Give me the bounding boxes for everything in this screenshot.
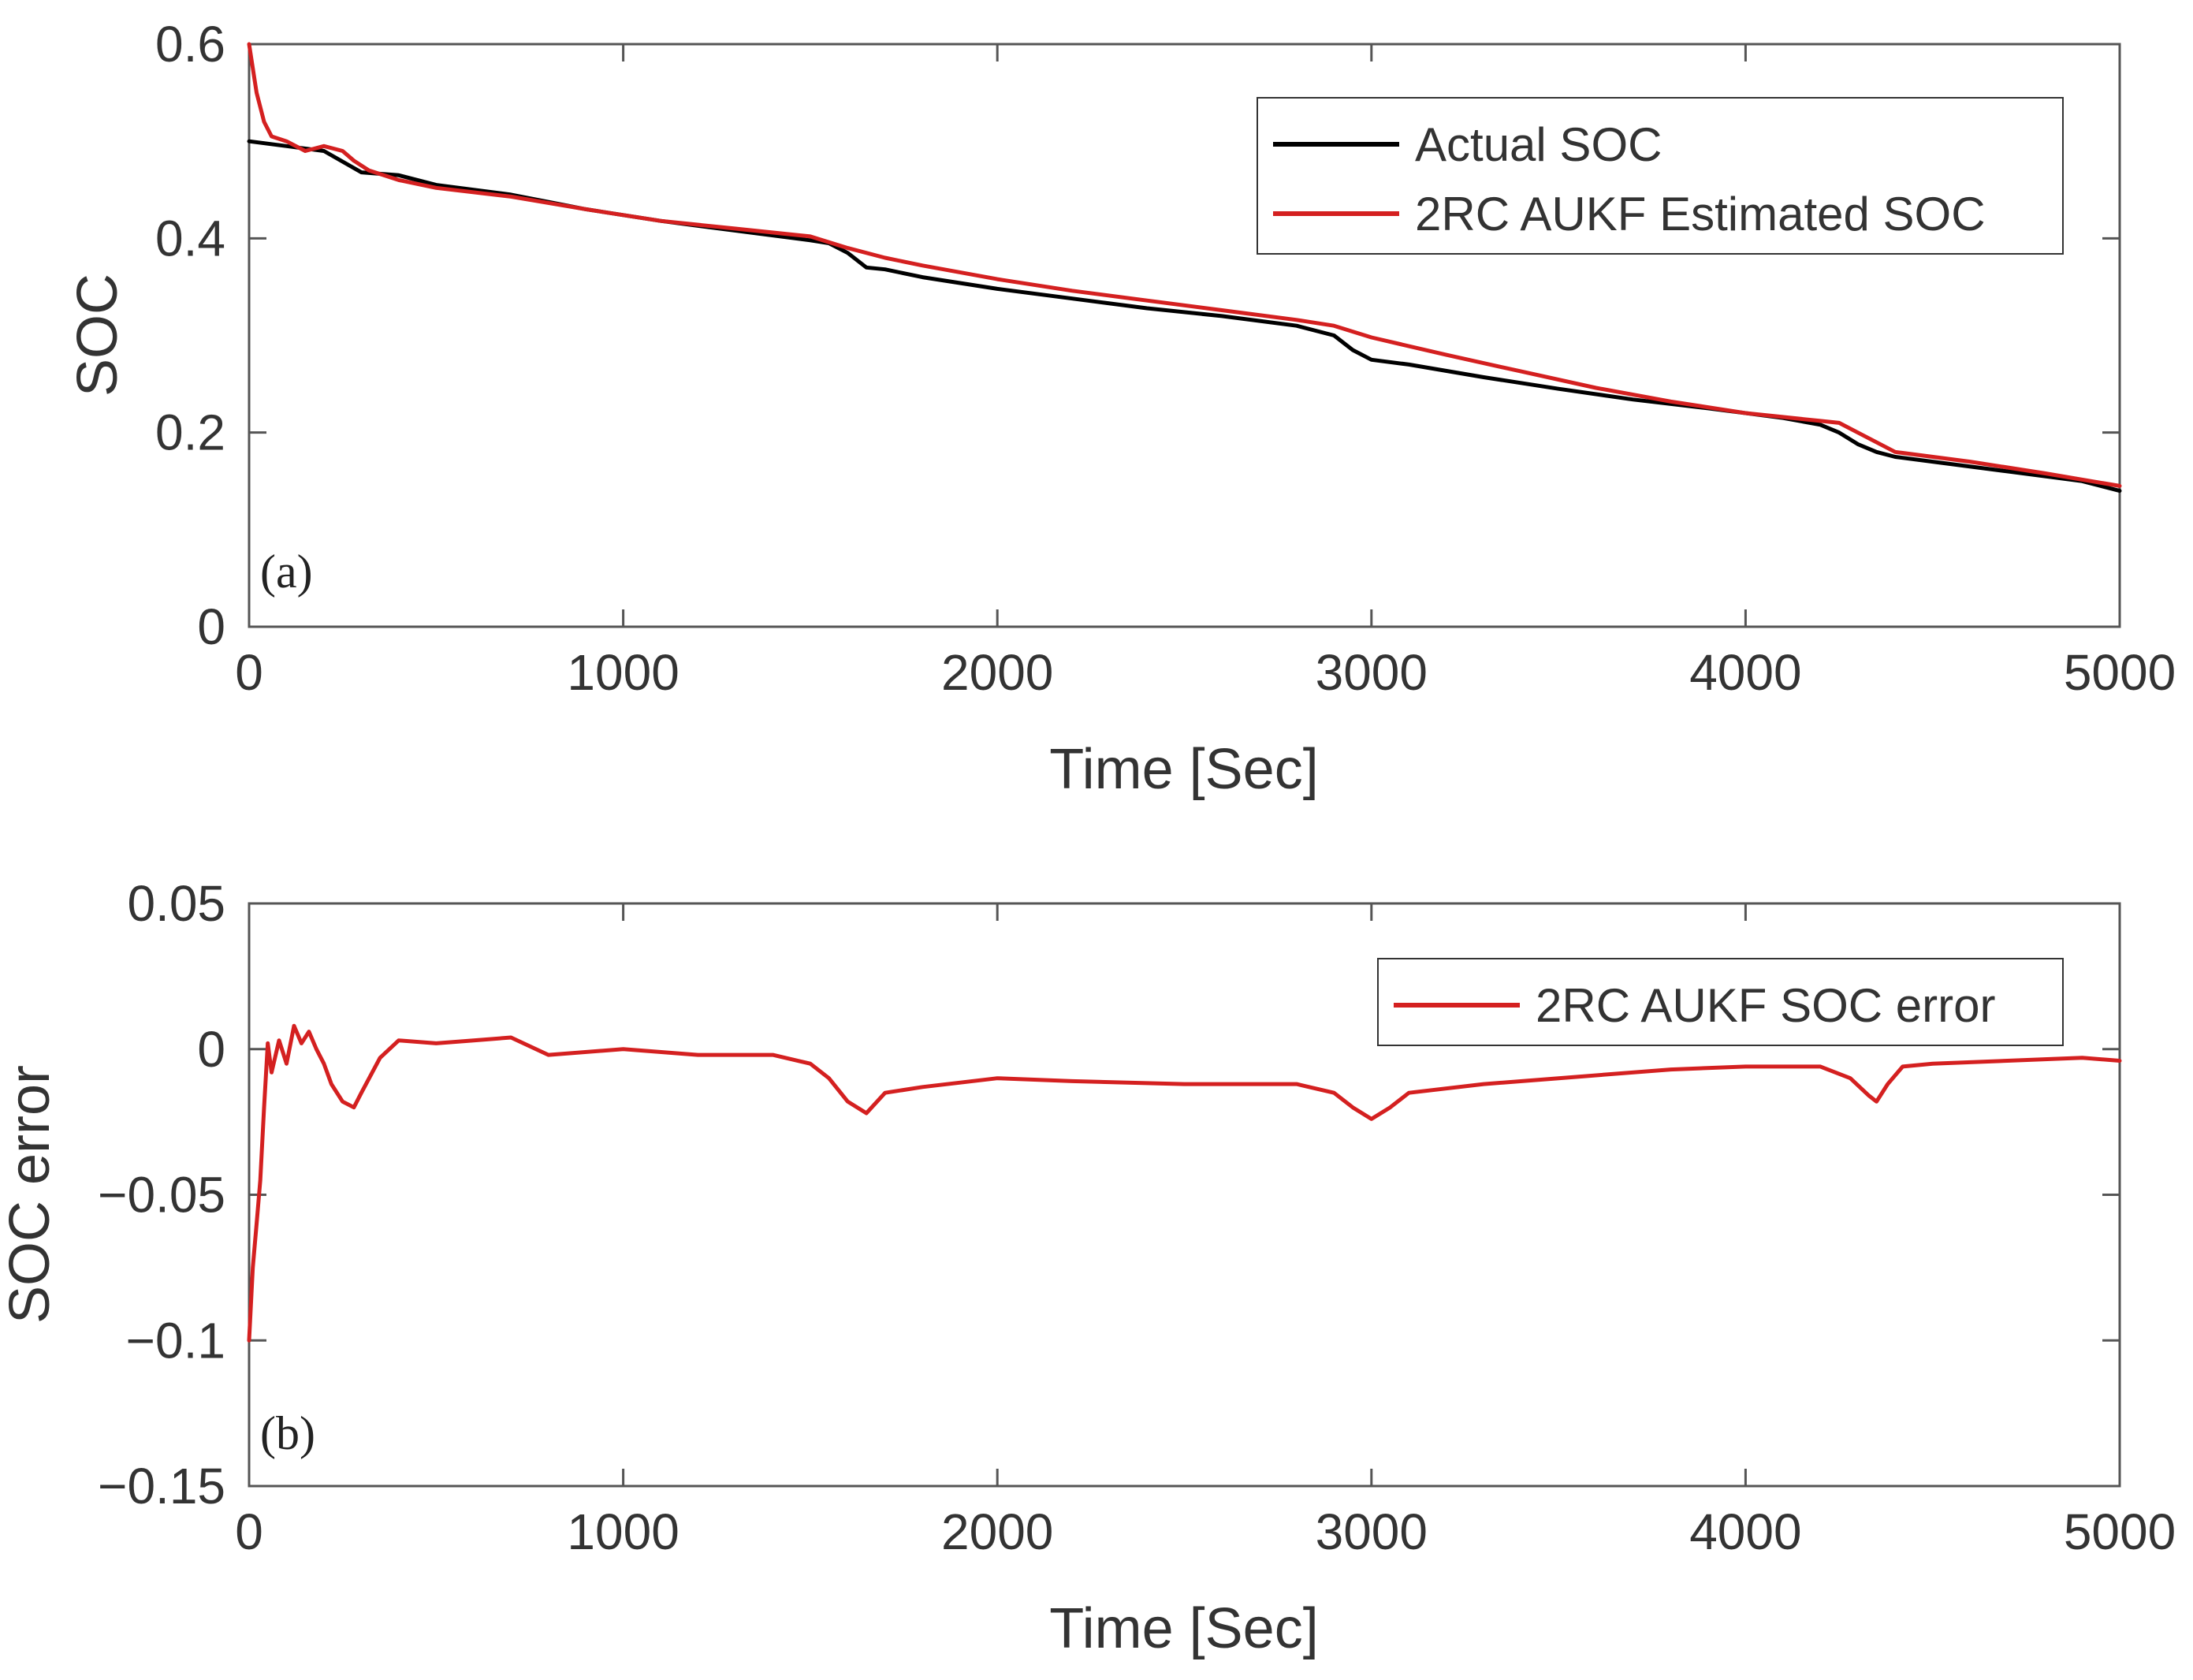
panel-label-a: (a)	[260, 546, 313, 598]
x-tick-label: 4000	[1689, 1503, 1801, 1560]
y-axis-label-a: SOC	[66, 274, 129, 397]
panel-b: 0 1000 2000 3000 4000 5000 −0.15 −0.1 −0.05 0 0.05…	[0, 875, 2176, 1660]
legend-box-b	[1377, 958, 2064, 1046]
legend-box-a	[1257, 97, 2064, 255]
y-tick-label: 0.2	[155, 404, 225, 461]
x-axis-label-b: Time [Sec]	[1049, 1597, 1318, 1660]
ticks-b: 0 1000 2000 3000 4000 5000 −0.15 −0.1 −0.05 0 0.05	[98, 875, 2176, 1560]
y-tick-label: 0	[197, 1021, 225, 1078]
x-tick-label: 1000	[567, 1503, 679, 1560]
x-tick-label: 3000	[1316, 1503, 1428, 1560]
y-tick-label: −0.1	[126, 1312, 225, 1369]
y-tick-label: −0.05	[98, 1167, 225, 1224]
x-tick-label: 0	[235, 1503, 263, 1560]
x-tick-label: 0	[235, 644, 263, 701]
x-tick-label: 1000	[567, 644, 679, 701]
series-a	[247, 42, 2122, 494]
x-tick-label: 5000	[2064, 1503, 2176, 1560]
panel-label-b: (b)	[260, 1407, 315, 1459]
y-tick-label: 0.05	[127, 875, 225, 932]
legend-a: Actual SOC 2RC AUKF Estimated SOC	[1257, 97, 2064, 255]
x-tick-label: 4000	[1689, 644, 1801, 701]
y-tick-label: 0.6	[155, 16, 225, 73]
legend-label-soc-error: 2RC AUKF SOC error	[1536, 979, 1995, 1032]
x-tick-label: 2000	[941, 1503, 1053, 1560]
x-tick-label: 5000	[2064, 644, 2176, 701]
legend-b: 2RC AUKF SOC error	[1377, 958, 2064, 1046]
y-tick-label: −0.15	[98, 1458, 225, 1514]
series-b	[247, 1023, 2122, 1343]
panel-a: 0 1000 2000 3000 4000 5000 0 0.2 0.4 0.6 Time [Se…	[66, 16, 2176, 801]
ticks-a: 0 1000 2000 3000 4000 5000 0 0.2 0.4 0.6	[155, 16, 2176, 701]
series-line-2rc-aukf-estimated-soc	[247, 42, 2122, 488]
y-tick-label: 0.4	[155, 210, 225, 266]
series-line-2rc-aukf-soc-error	[247, 1023, 2122, 1343]
legend-label-actual-soc: Actual SOC	[1415, 118, 1662, 171]
y-axis-label-b: SOC error	[0, 1065, 61, 1324]
x-axis-label-a: Time [Sec]	[1049, 738, 1318, 801]
y-tick-label: 0	[197, 598, 225, 655]
x-tick-label: 3000	[1316, 644, 1428, 701]
legend-label-estimated-soc: 2RC AUKF Estimated SOC	[1415, 188, 1986, 240]
x-tick-label: 2000	[941, 644, 1053, 701]
